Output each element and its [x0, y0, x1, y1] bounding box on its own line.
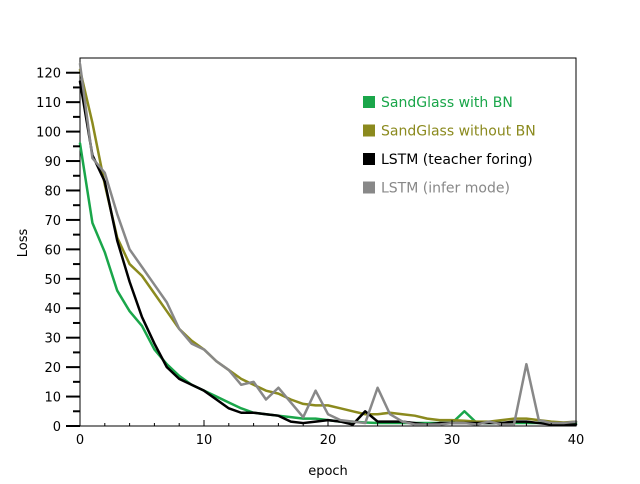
series-line-4: [78, 62, 578, 426]
y-axis-label: Loss: [16, 229, 31, 258]
y-tick-label: 60: [44, 243, 61, 258]
plot-frame: [79, 57, 577, 427]
y-tick-label: 110: [36, 96, 61, 111]
y-tick-label: 90: [44, 155, 61, 170]
legend-swatch-1: [363, 96, 375, 108]
legend-swatch-3: [363, 153, 375, 165]
series-layer: [78, 62, 578, 426]
x-tick-label: 40: [568, 433, 585, 448]
y-tick-label: 100: [36, 126, 61, 141]
x-axis-ticks: 0 10 20 30 40: [76, 420, 584, 448]
legend-label-2: SandGlass without BN: [381, 124, 536, 140]
x-tick-label: 0: [76, 433, 84, 448]
x-tick-label: 10: [196, 433, 213, 448]
legend-swatch-4: [363, 181, 375, 194]
y-tick-label: 30: [44, 332, 61, 347]
legend-label-4: LSTM (infer mode): [381, 181, 510, 197]
y-tick-label: 120: [36, 67, 61, 82]
y-axis-ticks: 0 10 20 30 40 50 60 70 80 90 100 110 120: [36, 67, 80, 435]
legend-label-3: LSTM (teacher foring): [381, 152, 533, 168]
y-tick-label: 50: [44, 273, 61, 288]
x-axis-label: epoch: [308, 464, 348, 479]
plot-area-border: [79, 57, 577, 427]
x-tick-label: 30: [444, 433, 461, 448]
legend: SandGlass with BN SandGlass without BN LST…: [363, 95, 536, 197]
y-tick-label: 0: [53, 420, 61, 435]
y-tick-label: 70: [44, 214, 61, 229]
y-tick-label: 80: [44, 184, 61, 199]
series-line-2: [78, 68, 578, 424]
y-tick-label: 40: [44, 302, 61, 317]
y-tick-label: 20: [44, 361, 61, 376]
legend-label-1: SandGlass with BN: [381, 95, 513, 111]
legend-swatch-2: [363, 124, 375, 137]
y-tick-label: 10: [44, 391, 61, 406]
x-tick-label: 20: [320, 433, 337, 448]
